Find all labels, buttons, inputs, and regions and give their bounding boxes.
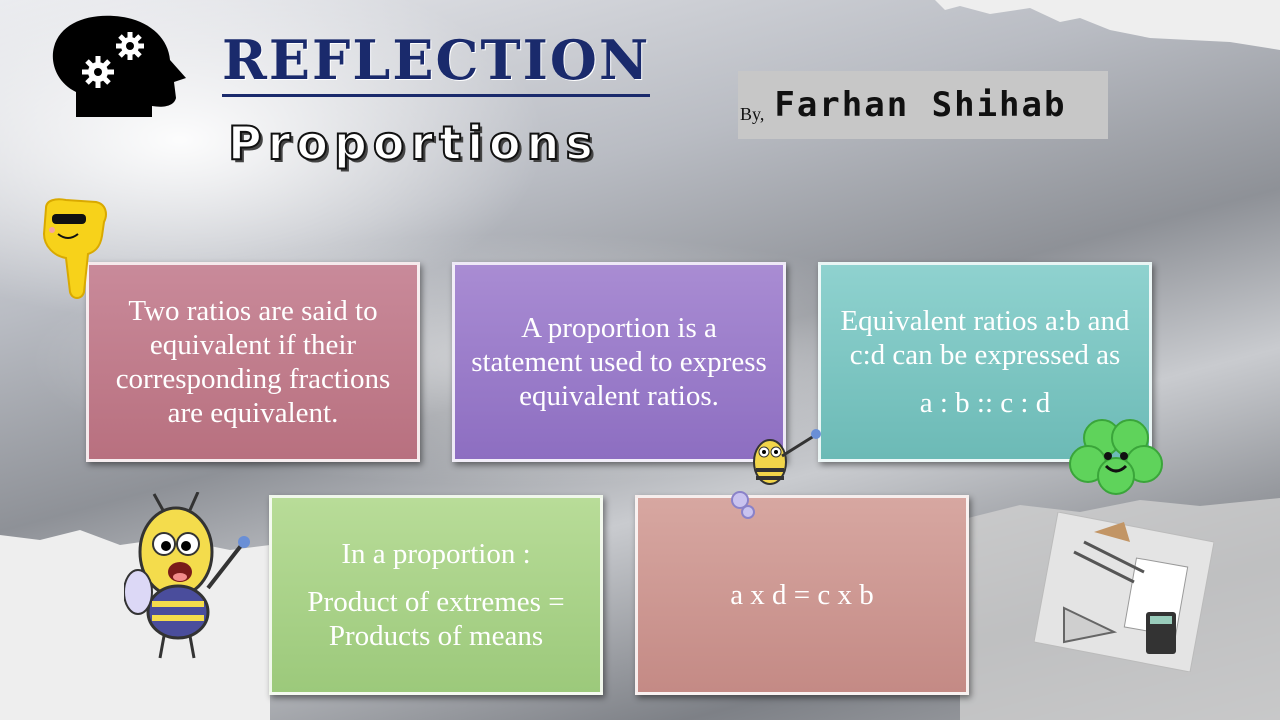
drafting-tools-icon [1034, 512, 1214, 672]
sunglasses-hand-icon [42, 198, 107, 299]
box3-notation: a : b :: c : d [919, 387, 1051, 419]
formula-box: a x d = c x b [635, 495, 969, 695]
box1-text: Two ratios are said to equivalent if the… [115, 295, 391, 429]
title-wrap: REFLECTION [222, 28, 652, 97]
author-prefix: By, [740, 103, 765, 124]
smiling-clover-icon [1069, 419, 1163, 495]
author-name: Farhan Shihab [774, 85, 1067, 125]
box4-heading: In a proportion : [341, 538, 531, 570]
box2-text: A proportion is a statement used to expr… [471, 312, 767, 412]
slide-title: REFLECTION [222, 28, 651, 97]
waving-bee-icon [124, 492, 250, 659]
product-rule-box: In a proportion : Product of extremes = … [269, 495, 603, 695]
definition-equivalent-box: Two ratios are said to equivalent if the… [86, 262, 420, 462]
box4-text: Product of extremes = Products of means [307, 586, 565, 652]
definition-proportion-box: A proportion is a statement used to expr… [452, 262, 786, 462]
box3-text: Equivalent ratios a:b and c:d can be exp… [840, 305, 1130, 371]
flying-bee-icon [731, 429, 821, 519]
author-box: By, Farhan Shihab [738, 71, 1108, 139]
head-gears-icon [52, 15, 187, 117]
notation-box: Equivalent ratios a:b and c:d can be exp… [818, 262, 1152, 462]
box5-formula: a x d = c x b [730, 579, 874, 611]
slide-subtitle: Proportions [227, 115, 599, 171]
